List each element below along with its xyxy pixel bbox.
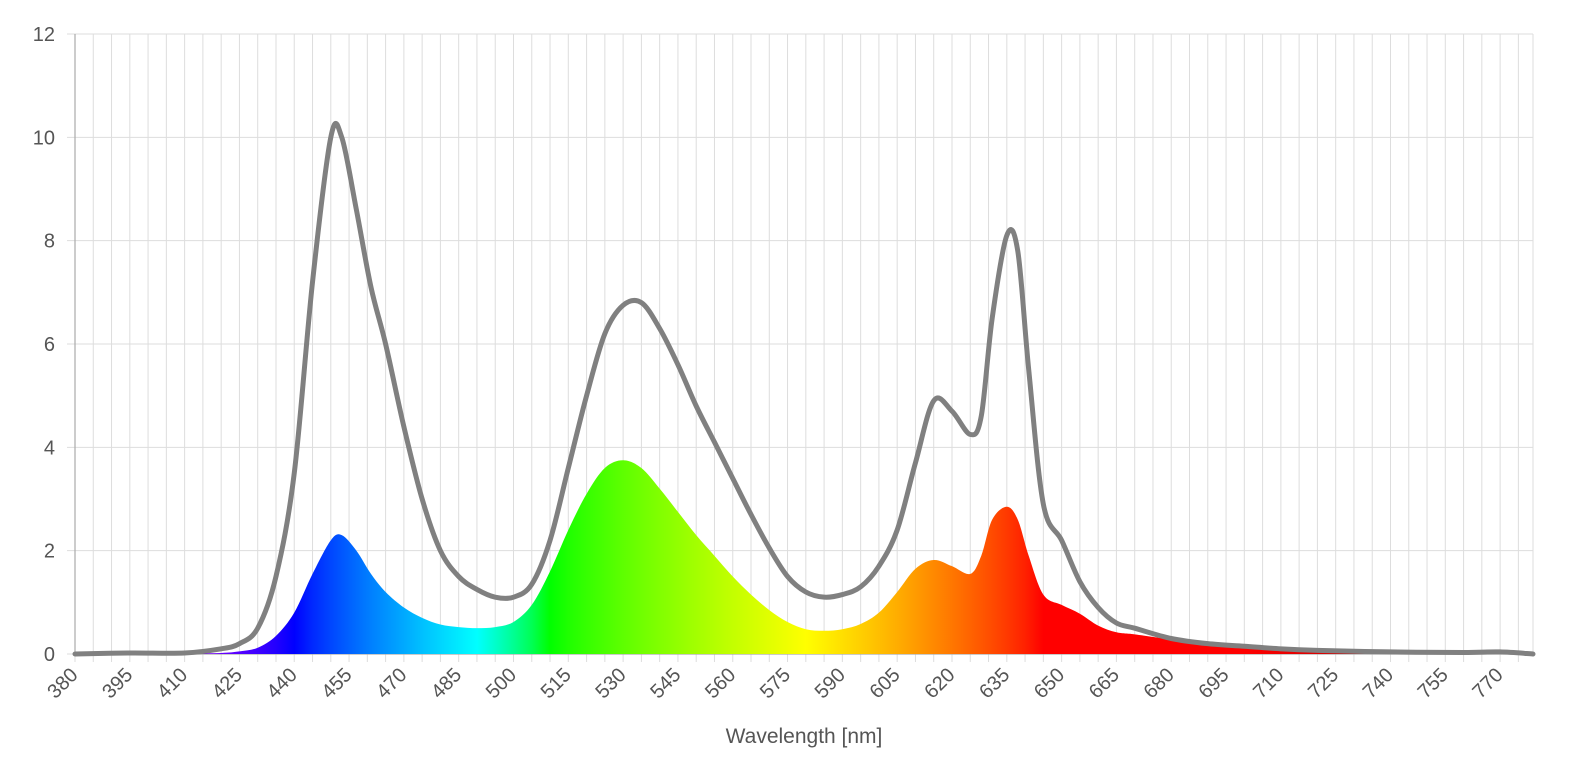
y-tick-labels: 0 2 4 6 8 10 12 <box>33 24 55 666</box>
x-tick-label: 545 <box>646 664 685 703</box>
x-tick-label: 470 <box>372 664 411 703</box>
x-tick-label: 500 <box>482 664 521 703</box>
x-tick-label: 560 <box>701 664 740 703</box>
x-tick-label: 575 <box>756 664 795 703</box>
x-tick-label: 590 <box>811 664 850 703</box>
y-tick-label: 8 <box>44 231 55 253</box>
x-tick-label: 710 <box>1249 664 1288 703</box>
x-axis-title: Wavelength [nm] <box>726 725 883 748</box>
y-tick-label: 0 <box>44 644 55 666</box>
y-tick-label: 4 <box>44 437 55 459</box>
x-tick-label: 755 <box>1414 664 1453 703</box>
x-tick-label: 770 <box>1468 664 1507 703</box>
x-tick-label: 650 <box>1030 664 1069 703</box>
x-tick-label: 485 <box>427 664 466 703</box>
spectrum-line <box>72 121 1536 657</box>
spectrum-line-path <box>72 121 1536 657</box>
x-tick-label: 620 <box>920 664 959 703</box>
x-tick-label: 605 <box>866 664 905 703</box>
x-tick-label: 725 <box>1304 664 1343 703</box>
x-tick-label: 515 <box>537 664 576 703</box>
x-tick-label: 455 <box>317 664 356 703</box>
x-tick-label: 665 <box>1085 664 1124 703</box>
y-tick-label: 10 <box>33 127 55 149</box>
x-tick-label: 410 <box>153 664 192 703</box>
y-tick-label: 2 <box>44 541 55 563</box>
x-tick-label: 425 <box>208 664 247 703</box>
x-tick-label: 395 <box>98 664 137 703</box>
x-tick-labels: 380 395 410 425 440 455 470 485 500 515 530 545 560 5… <box>43 664 1507 703</box>
x-tick-label: 380 <box>43 664 82 703</box>
chart-grid <box>67 33 1534 662</box>
x-tick-label: 440 <box>263 664 302 703</box>
y-tick-label: 6 <box>44 334 55 356</box>
x-tick-label: 740 <box>1359 664 1398 703</box>
x-tick-label: 680 <box>1140 664 1179 703</box>
x-tick-label: 695 <box>1194 664 1233 703</box>
x-tick-label: 635 <box>975 664 1014 703</box>
x-tick-label: 530 <box>591 664 630 703</box>
y-tick-label: 12 <box>33 24 55 46</box>
